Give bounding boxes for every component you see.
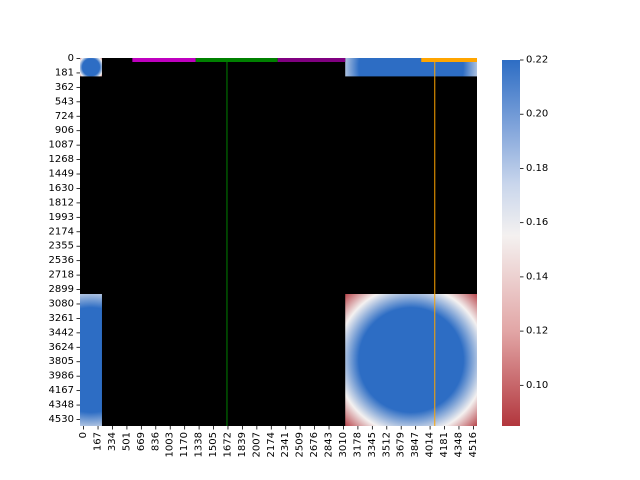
y-tick-label: 2355 — [49, 241, 74, 252]
heat-region-bottom-left — [80, 294, 102, 426]
x-tick-label: 3345 — [367, 432, 378, 457]
x-tick-label: 2007 — [251, 432, 262, 457]
x-tick-label: 1672 — [222, 432, 233, 457]
colorbar-tick-label: 0.20 — [526, 109, 548, 120]
x-axis: 0 167 334 501 669 836 1003 1170 1338 1505 1672 1839… — [78, 426, 479, 457]
y-tick-label: 362 — [55, 82, 74, 93]
x-tick-label: 3010 — [338, 432, 349, 457]
x-tick-label: 2843 — [324, 432, 335, 457]
y-tick-label: 4348 — [49, 400, 74, 411]
x-tick-label: 2174 — [266, 432, 277, 457]
y-tick-label: 0 — [68, 53, 74, 64]
x-tick-label: 0 — [78, 432, 89, 438]
x-tick-label: 4348 — [453, 432, 464, 457]
y-tick-label: 3986 — [49, 371, 74, 382]
heat-region-top-left — [80, 58, 102, 77]
y-tick-label: 906 — [55, 125, 74, 136]
y-tick-label: 1268 — [49, 154, 74, 165]
colorbar-tick-label: 0.22 — [526, 55, 548, 66]
y-tick-label: 1993 — [49, 212, 74, 223]
top-segment-0 — [132, 58, 196, 62]
overlay-markers — [132, 58, 477, 426]
y-tick-label: 1630 — [49, 183, 74, 194]
y-tick-label: 2174 — [49, 226, 74, 237]
y-tick-label: 4167 — [49, 385, 74, 396]
top-segment-3 — [421, 58, 477, 62]
colorbar-tick-label: 0.10 — [526, 380, 548, 391]
y-tick-label: 3624 — [49, 342, 74, 353]
x-tick-label: 1170 — [179, 432, 190, 457]
top-segment-1 — [195, 58, 278, 62]
heat-region-bottom-right — [345, 294, 477, 426]
x-tick-label: 1338 — [194, 432, 205, 457]
x-tick-label: 1003 — [165, 432, 176, 457]
y-tick-label: 2536 — [49, 255, 74, 266]
x-tick-label: 334 — [107, 432, 118, 451]
x-tick-label: 501 — [121, 432, 132, 451]
x-tick-label: 4516 — [468, 432, 479, 457]
y-tick-label: 3442 — [49, 327, 74, 338]
heat-region-top-right — [345, 58, 477, 77]
colorbar-axis: 0.10 0.12 0.14 0.16 0.18 0.20 0.22 — [520, 55, 548, 391]
x-tick-label: 3847 — [410, 432, 421, 457]
colorbar-tick-label: 0.18 — [526, 163, 548, 174]
y-tick-label: 3805 — [49, 356, 74, 367]
y-tick-label: 543 — [55, 96, 74, 107]
x-tick-label: 3512 — [381, 432, 392, 457]
top-segment-2 — [277, 58, 346, 62]
y-tick-label: 724 — [55, 111, 74, 122]
x-tick-label: 836 — [150, 432, 161, 451]
x-tick-label: 3679 — [396, 432, 407, 457]
x-tick-label: 1839 — [237, 432, 248, 457]
y-tick-label: 3261 — [49, 313, 74, 324]
y-tick-label: 3080 — [49, 298, 74, 309]
y-tick-label: 2899 — [49, 284, 74, 295]
x-tick-label: 3178 — [352, 432, 363, 457]
x-tick-label: 669 — [136, 432, 147, 451]
x-tick-label: 4181 — [439, 432, 450, 457]
colorbar-tick-label: 0.12 — [526, 326, 548, 337]
x-tick-label: 2676 — [309, 432, 320, 457]
x-tick-label: 1505 — [208, 432, 219, 457]
x-tick-label: 2341 — [280, 432, 291, 457]
colorbar-tick-label: 0.14 — [526, 271, 548, 282]
x-tick-label: 2509 — [295, 432, 306, 457]
y-tick-label: 1087 — [49, 140, 74, 151]
colorbar-tick-label: 0.16 — [526, 217, 548, 228]
y-tick-label: 2718 — [49, 270, 74, 281]
colorbar — [502, 60, 520, 426]
y-tick-label: 181 — [55, 67, 74, 78]
y-axis: 0 181 362 543 724 906 1087 1268 1449 1630 1812 1993… — [49, 53, 80, 425]
heat-regions — [80, 58, 477, 426]
x-tick-label: 4014 — [425, 432, 436, 457]
y-tick-label: 4530 — [49, 414, 74, 425]
x-tick-label: 167 — [93, 432, 104, 451]
y-tick-label: 1812 — [49, 197, 74, 208]
y-tick-label: 1449 — [49, 169, 74, 180]
